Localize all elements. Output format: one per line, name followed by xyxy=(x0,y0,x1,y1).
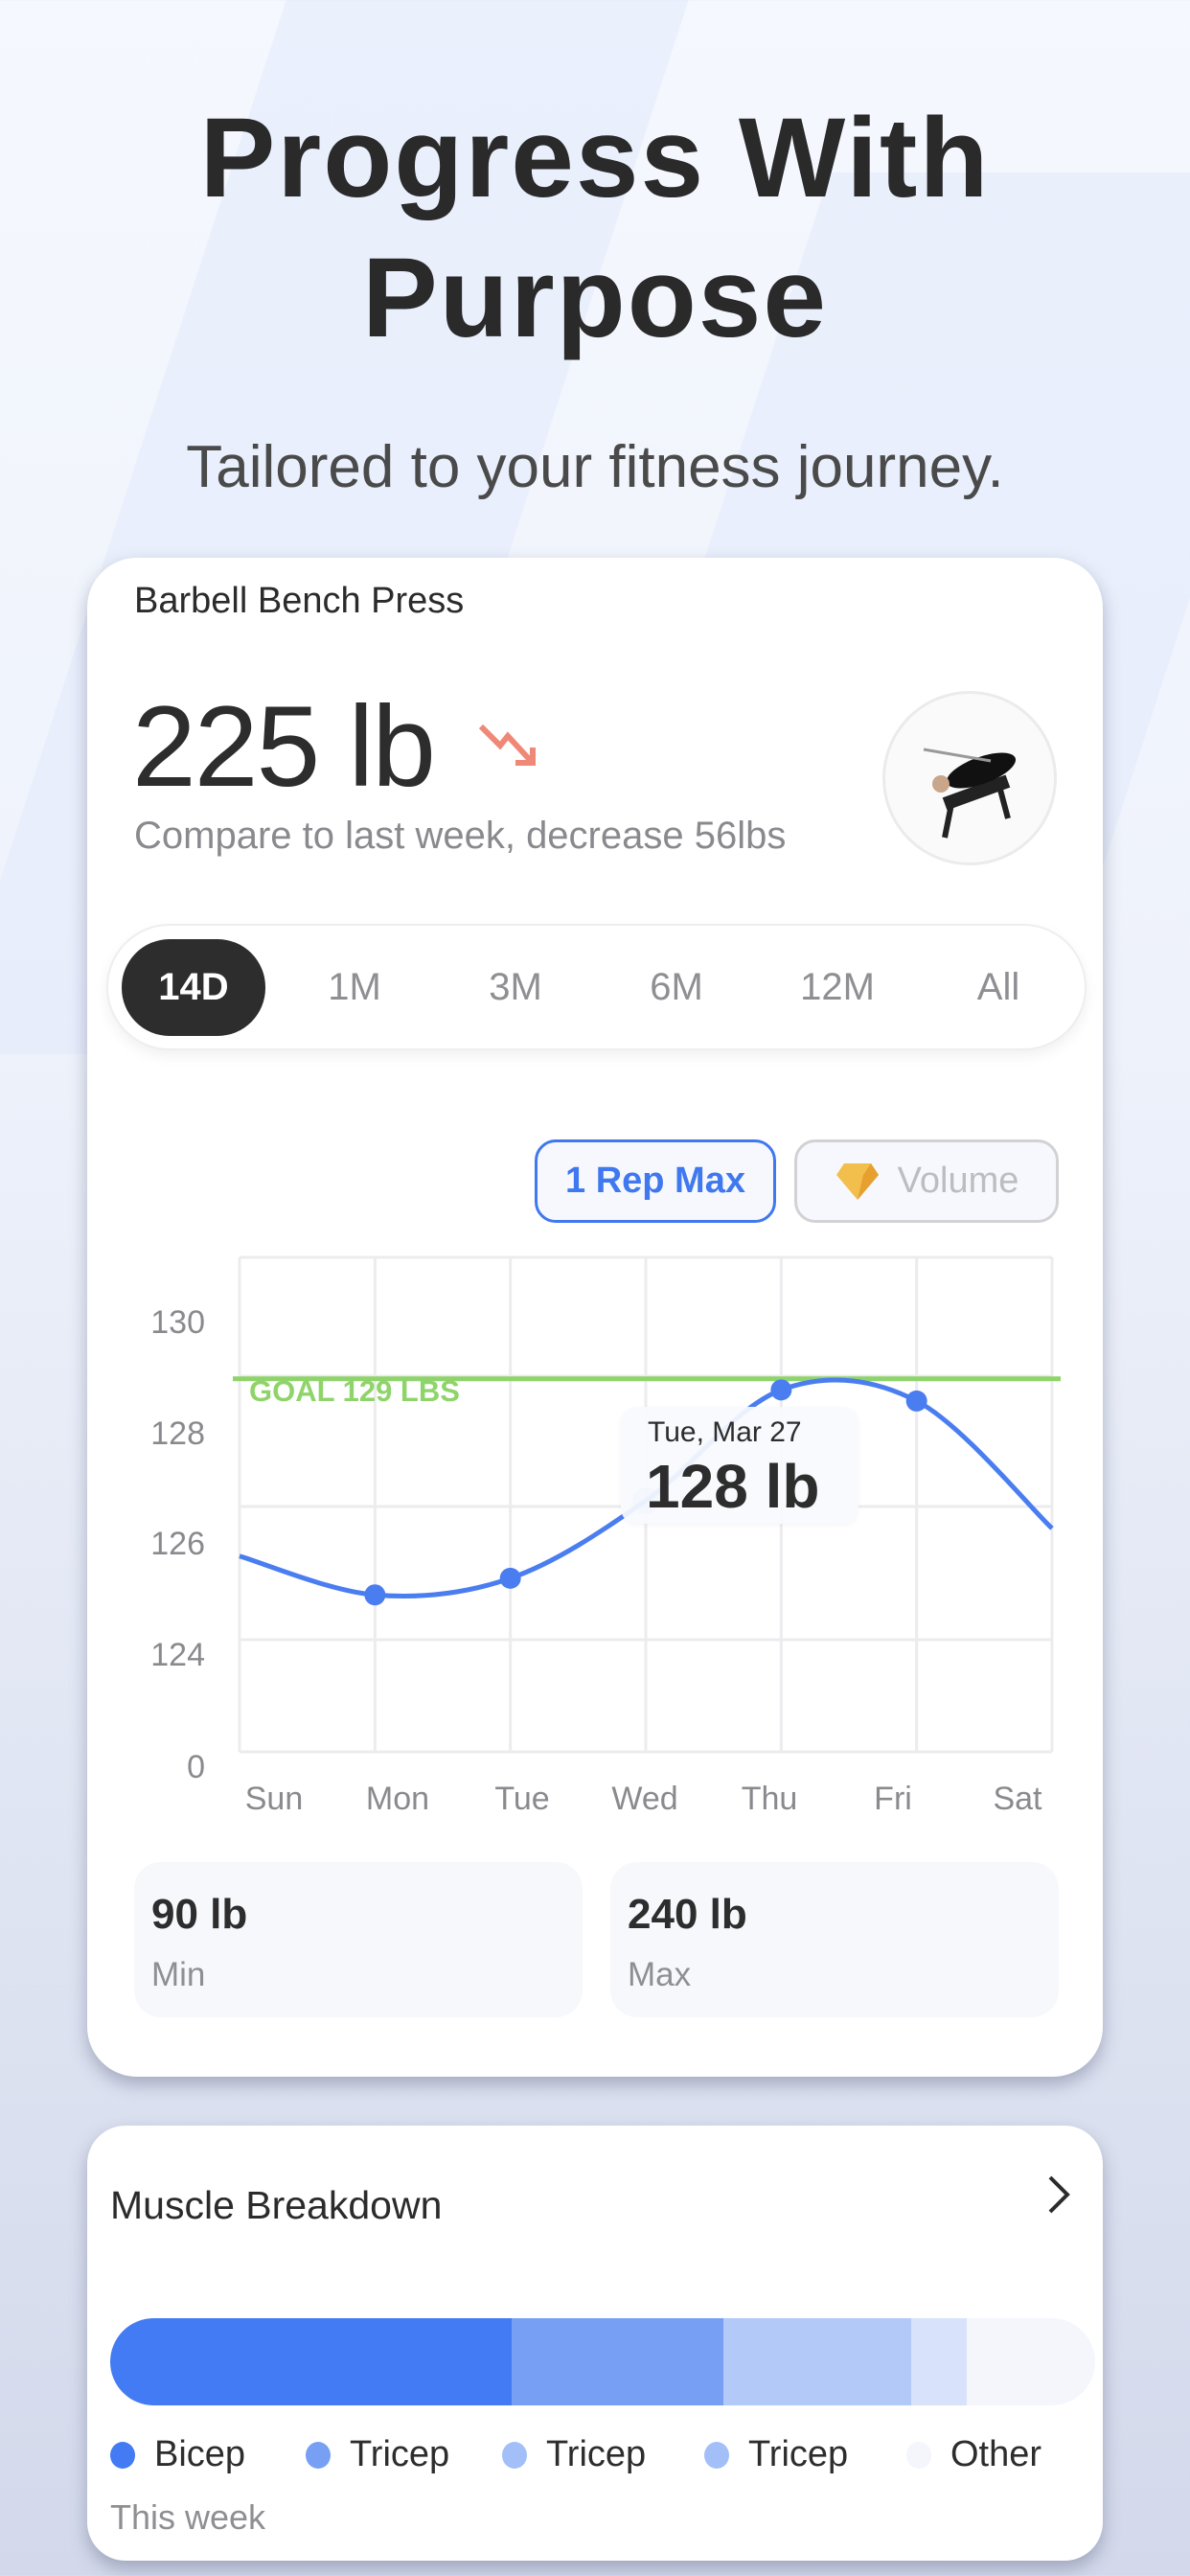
x-tick-label: Sat xyxy=(993,1781,1042,1817)
max-label: Max xyxy=(628,1956,692,1993)
tooltip-date: Tue, Mar 27 xyxy=(648,1416,802,1448)
legend-item: Tricep xyxy=(704,2434,848,2475)
x-tick-label: Fri xyxy=(874,1781,912,1817)
legend-label: Tricep xyxy=(748,2434,849,2474)
hero-subtitle: Tailored to your fitness journey. xyxy=(186,434,1004,500)
data-point xyxy=(905,1390,927,1412)
range-option-1m[interactable]: 1M xyxy=(328,966,381,1008)
legend-dot xyxy=(704,2441,729,2469)
range-option-12m[interactable]: 12M xyxy=(800,966,875,1008)
chart-tooltip: Tue, Mar 27 128 lb xyxy=(621,1407,858,1524)
max-stat: 240 lb Max xyxy=(610,1862,1059,2017)
y-tick-label: 130 xyxy=(150,1304,205,1341)
data-point xyxy=(499,1567,521,1589)
x-tick-label: Wed xyxy=(611,1781,678,1817)
exercise-image xyxy=(882,691,1057,865)
legend-item: Tricep xyxy=(306,2434,449,2475)
bar-segment xyxy=(967,2318,1095,2405)
hero-title: Progress With Purpose xyxy=(199,95,991,361)
legend-item: Other xyxy=(906,2434,1041,2475)
volume-tab[interactable]: Volume xyxy=(794,1139,1059,1223)
legend-item: Bicep xyxy=(110,2434,245,2475)
data-point xyxy=(364,1584,386,1606)
legend-dot xyxy=(502,2441,527,2469)
muscle-breakdown-bar xyxy=(110,2318,1095,2405)
rep-max-tab[interactable]: 1 Rep Max xyxy=(535,1139,776,1223)
y-tick-label: 126 xyxy=(150,1526,205,1562)
breakdown-title: Muscle Breakdown xyxy=(110,2183,443,2227)
diamond-premium-icon xyxy=(835,1162,879,1200)
trend-down-arrow-icon xyxy=(478,724,536,766)
bar-segment xyxy=(110,2318,513,2405)
exercise-name: Barbell Bench Press xyxy=(134,581,465,621)
bar-segment xyxy=(723,2318,911,2405)
legend-label: Bicep xyxy=(154,2434,246,2474)
range-option-all[interactable]: All xyxy=(976,966,1020,1008)
y-tick-label: 124 xyxy=(150,1637,205,1673)
legend-label: Tricep xyxy=(546,2434,647,2474)
tooltip-value: 128 lb xyxy=(646,1452,820,1521)
y-tick-label: 128 xyxy=(150,1415,205,1452)
chevron-right-icon[interactable] xyxy=(1044,2174,1073,2216)
legend-dot xyxy=(306,2441,331,2469)
x-tick-label: Tue xyxy=(494,1781,550,1817)
x-tick-label: Mon xyxy=(365,1781,430,1817)
y-tick-label: 0 xyxy=(187,1749,205,1785)
legend-label: Other xyxy=(950,2434,1042,2474)
legend-label: Tricep xyxy=(350,2434,450,2474)
goal-label: GOAL 129 LBS xyxy=(249,1374,460,1408)
breakdown-period: This week xyxy=(110,2497,266,2537)
data-point xyxy=(770,1379,792,1401)
current-value: 225 lb xyxy=(132,682,436,811)
min-label: Min xyxy=(151,1956,206,1993)
min-value: 90 lb xyxy=(151,1891,248,1938)
x-tick-label: Sun xyxy=(244,1781,304,1817)
bar-segment xyxy=(512,2318,724,2405)
max-value: 240 lb xyxy=(628,1891,747,1938)
rep-max-label: 1 Rep Max xyxy=(565,1161,745,1201)
min-stat: 90 lb Min xyxy=(134,1862,583,2017)
range-selector xyxy=(106,924,1087,1050)
legend-item: Tricep xyxy=(502,2434,646,2475)
bar-segment xyxy=(910,2318,968,2405)
range-option-3m[interactable]: 3M xyxy=(489,966,542,1008)
range-option-6m[interactable]: 6M xyxy=(650,966,703,1008)
legend-dot xyxy=(110,2441,135,2469)
legend-dot xyxy=(906,2441,931,2469)
range-option-14d[interactable]: 14D xyxy=(122,939,265,1036)
x-tick-label: Thu xyxy=(741,1781,798,1817)
volume-label: Volume xyxy=(897,1161,1019,1201)
compare-text: Compare to last week, decrease 56lbs xyxy=(134,815,787,857)
